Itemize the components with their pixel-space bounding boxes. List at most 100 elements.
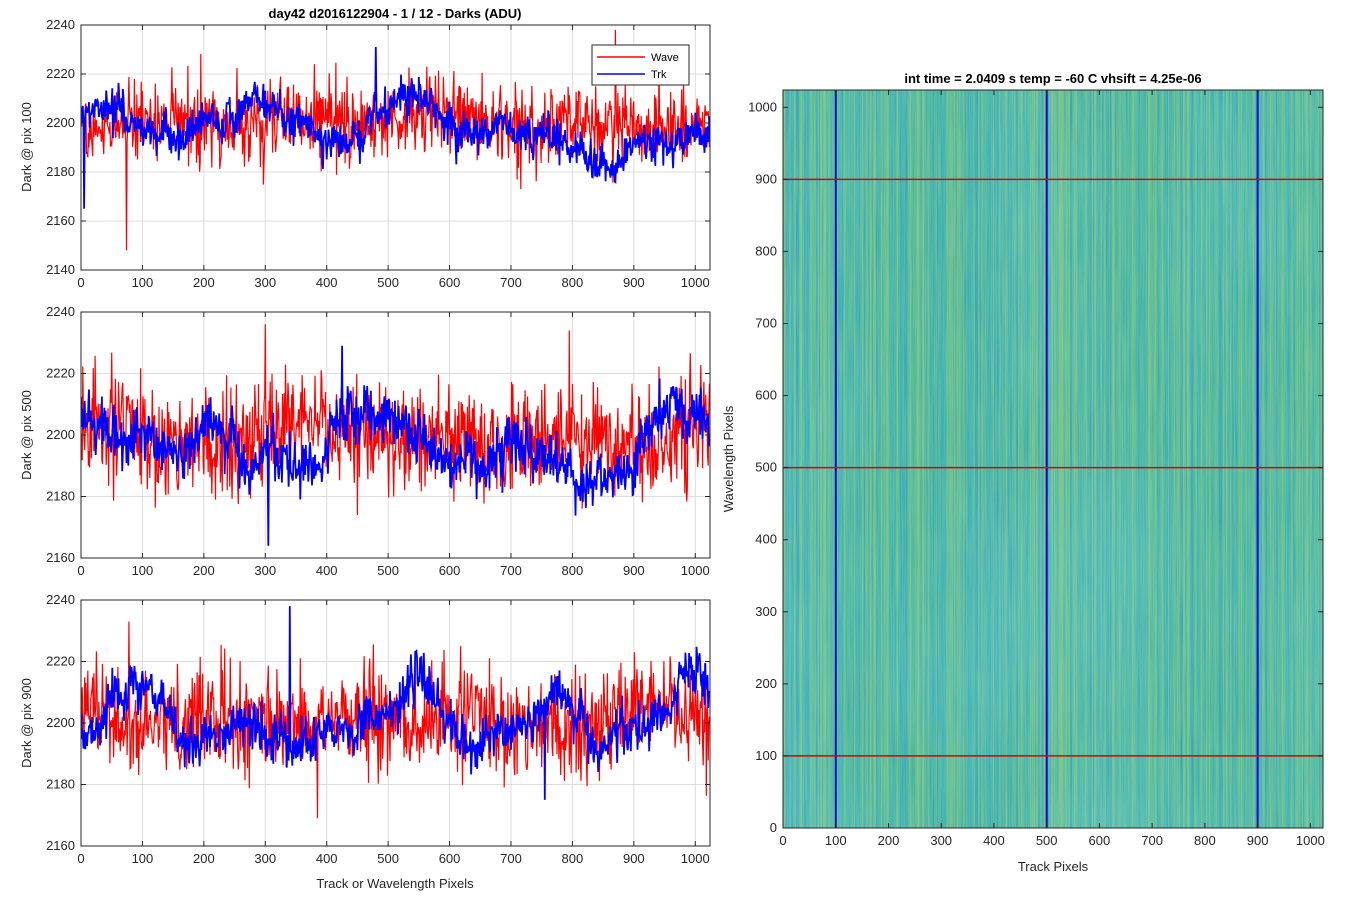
legend-box bbox=[591, 44, 690, 86]
y-tick-label: 2240 bbox=[46, 592, 75, 607]
x-tick-label: 900 bbox=[623, 563, 645, 578]
x-tick-label: 900 bbox=[623, 275, 645, 290]
tick-marks: 0 100 200 300 400 500 600 700 800 900 1000 2160 2180… bbox=[46, 304, 710, 578]
y-tick-label: 2160 bbox=[46, 838, 75, 853]
y-tick-label: 300 bbox=[755, 604, 777, 619]
tick-marks: 0 100 200 300 400 500 600 700 800 900 1000 0 100 200 3… bbox=[748, 90, 1325, 848]
x-tick-label: 100 bbox=[132, 275, 154, 290]
x-tick-label: 0 bbox=[779, 833, 786, 848]
x-tick-label: 1000 bbox=[681, 275, 710, 290]
chart-title: day42 d2016122904 - 1 / 12 - Darks (ADU) bbox=[269, 6, 522, 21]
y-tick-label: 2220 bbox=[46, 66, 75, 81]
x-axis-label: Track or Wavelength Pixels bbox=[316, 876, 474, 891]
y-tick-label: 600 bbox=[755, 388, 777, 403]
x-tick-label: 100 bbox=[132, 851, 154, 866]
y-tick-label: 2180 bbox=[46, 164, 75, 179]
y-tick-label: 2240 bbox=[46, 17, 75, 32]
y-axis-label: Dark @ pix 900 bbox=[19, 678, 34, 768]
x-tick-label: 900 bbox=[623, 851, 645, 866]
x-tick-label: 500 bbox=[1036, 833, 1058, 848]
series-line-wave bbox=[81, 621, 710, 819]
x-tick-label: 100 bbox=[825, 833, 847, 848]
y-tick-label: 2140 bbox=[46, 262, 75, 277]
y-tick-label: 2200 bbox=[46, 427, 75, 442]
x-tick-label: 300 bbox=[254, 563, 276, 578]
y-axis-label: Dark @ pix 500 bbox=[19, 390, 34, 480]
y-axis-label: Dark @ pix 100 bbox=[19, 102, 34, 192]
x-axis-label: Track Pixels bbox=[1018, 859, 1089, 874]
series-line-wave bbox=[81, 29, 710, 251]
panel-dark-image: int time = 2.0409 s temp = -60 C vhsift … bbox=[721, 71, 1325, 874]
x-tick-label: 100 bbox=[132, 563, 154, 578]
x-tick-label: 0 bbox=[77, 851, 84, 866]
y-tick-label: 2200 bbox=[46, 715, 75, 730]
x-tick-label: 900 bbox=[1247, 833, 1269, 848]
x-tick-label: 200 bbox=[193, 563, 215, 578]
legend-label-wave: Wave bbox=[651, 52, 679, 64]
x-tick-label: 800 bbox=[562, 563, 584, 578]
x-tick-label: 700 bbox=[1141, 833, 1163, 848]
x-tick-label: 700 bbox=[500, 275, 522, 290]
y-tick-label: 900 bbox=[755, 171, 777, 186]
x-tick-label: 300 bbox=[254, 851, 276, 866]
panel-pix-100: day42 d2016122904 - 1 / 12 - Darks (ADU)… bbox=[19, 6, 711, 290]
x-tick-label: 200 bbox=[193, 275, 215, 290]
y-tick-label: 2240 bbox=[46, 304, 75, 319]
y-tick-label: 2180 bbox=[46, 777, 75, 792]
x-tick-label: 400 bbox=[316, 851, 338, 866]
x-tick-label: 600 bbox=[439, 563, 461, 578]
heatmap-image bbox=[783, 90, 1323, 828]
x-tick-label: 700 bbox=[500, 851, 522, 866]
heatmap-title: int time = 2.0409 s temp = -60 C vhsift … bbox=[904, 71, 1201, 86]
axes-box bbox=[80, 24, 711, 271]
x-tick-label: 300 bbox=[930, 833, 952, 848]
y-tick-label: 1000 bbox=[748, 99, 777, 114]
x-tick-label: 800 bbox=[562, 851, 584, 866]
marker-lines bbox=[783, 90, 1323, 828]
y-tick-label: 100 bbox=[755, 748, 777, 763]
y-tick-label: 2180 bbox=[46, 489, 75, 504]
grid bbox=[80, 24, 710, 271]
x-tick-label: 600 bbox=[439, 851, 461, 866]
y-tick-label: 2220 bbox=[46, 366, 75, 381]
x-tick-label: 500 bbox=[377, 275, 399, 290]
y-tick-label: 700 bbox=[755, 316, 777, 331]
legend-label-trk: Trk bbox=[651, 69, 667, 81]
y-tick-label: 800 bbox=[755, 243, 777, 258]
y-tick-label: 2160 bbox=[46, 213, 75, 228]
x-tick-label: 600 bbox=[439, 275, 461, 290]
heatmap-noise bbox=[783, 90, 1323, 828]
series-line-wave bbox=[81, 324, 710, 516]
x-tick-label: 700 bbox=[500, 563, 522, 578]
legend: Wave Trk bbox=[591, 44, 690, 86]
x-tick-label: 0 bbox=[77, 275, 84, 290]
y-tick-label: 500 bbox=[755, 460, 777, 475]
y-tick-label: 2200 bbox=[46, 115, 75, 130]
x-tick-label: 200 bbox=[878, 833, 900, 848]
y-tick-label: 0 bbox=[770, 820, 777, 835]
x-tick-label: 1000 bbox=[1296, 833, 1325, 848]
x-tick-label: 300 bbox=[254, 275, 276, 290]
tick-marks: 0 100 200 300 400 500 600 700 800 900 1000 2160 2180… bbox=[46, 592, 710, 866]
tick-marks: 0 100 200 300 400 500 600 700 800 900 1000 2140 2160… bbox=[46, 17, 710, 290]
x-tick-label: 800 bbox=[562, 275, 584, 290]
series-line-trk bbox=[81, 46, 710, 209]
x-tick-label: 800 bbox=[1194, 833, 1216, 848]
x-tick-label: 400 bbox=[316, 563, 338, 578]
y-tick-label: 200 bbox=[755, 676, 777, 691]
y-tick-label: 2160 bbox=[46, 550, 75, 565]
x-tick-label: 1000 bbox=[681, 563, 710, 578]
x-tick-label: 400 bbox=[316, 275, 338, 290]
x-tick-label: 500 bbox=[377, 563, 399, 578]
series-line-trk bbox=[81, 606, 710, 800]
x-tick-label: 600 bbox=[1089, 833, 1111, 848]
x-tick-label: 1000 bbox=[681, 851, 710, 866]
axes-box bbox=[782, 89, 1324, 829]
x-tick-label: 500 bbox=[377, 851, 399, 866]
y-tick-label: 2220 bbox=[46, 654, 75, 669]
x-tick-label: 400 bbox=[983, 833, 1005, 848]
x-tick-label: 0 bbox=[77, 563, 84, 578]
series-line-trk bbox=[81, 345, 710, 546]
y-axis-label: Wavelength Pixels bbox=[721, 405, 736, 512]
